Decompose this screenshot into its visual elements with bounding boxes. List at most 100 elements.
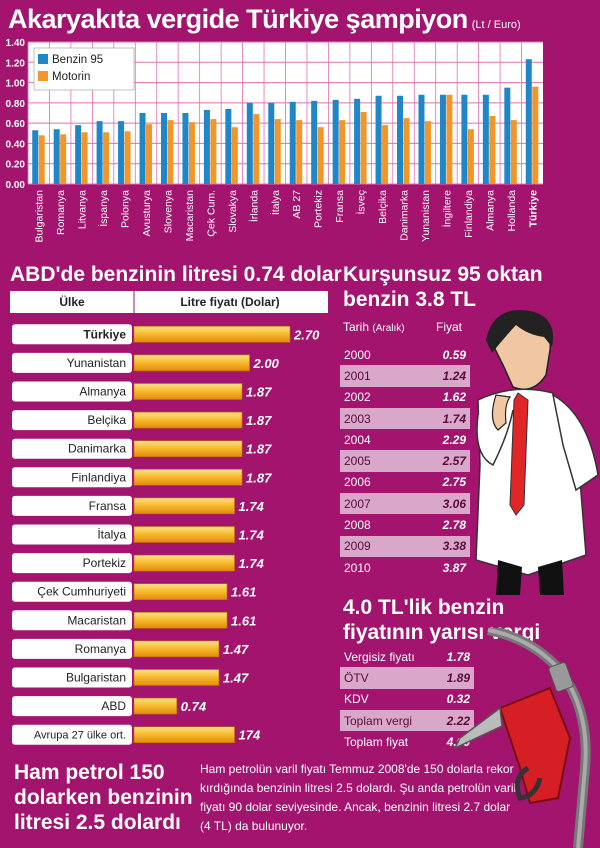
table-row: 2000 0.59: [340, 344, 470, 365]
x-tick-label: İsveç: [355, 190, 368, 215]
price-value-label: 1.74: [239, 528, 265, 543]
legend-swatch: [38, 71, 48, 81]
price-bar: [133, 440, 243, 458]
thinking-man-icon: [475, 310, 599, 595]
x-tick-label: Litvanya: [77, 190, 89, 229]
price-table-header-bg: [10, 291, 328, 313]
price-bar: [133, 611, 228, 629]
x-tick-label: İrlanda: [247, 190, 260, 222]
bar-motorin: [532, 86, 539, 184]
x-tick-label: Romanya: [55, 190, 67, 235]
bar-motorin: [103, 132, 110, 184]
usa-header: ABD'de benzinin litresi 0.74 dolar: [10, 263, 342, 286]
row-value: 1.78: [446, 649, 470, 664]
row-label: 2003: [340, 407, 409, 430]
row-label: Vergisiz fiyatı: [344, 649, 415, 664]
bar-motorin: [60, 134, 67, 184]
bar-benzin: [182, 113, 189, 184]
table-row: 2002 1.62: [340, 387, 470, 408]
tax-header-line1: 4.0 TL'lik benzin: [343, 596, 505, 619]
row-label: 2007: [340, 493, 409, 515]
row-value: 2.29: [442, 432, 466, 447]
price-bar: [133, 383, 243, 400]
y-tick-label: 0.60: [6, 119, 26, 130]
y-tick-label: 0.80: [6, 99, 26, 110]
x-tick-label: Portekiz: [313, 190, 325, 228]
x-tick-label: Almanya: [484, 190, 496, 231]
bar-motorin: [231, 127, 238, 184]
country-label: Danimarka: [68, 442, 126, 456]
country-label-bg: [12, 381, 132, 402]
col-tarih: Tarih: [343, 320, 370, 334]
row-value: 0.32: [446, 692, 470, 707]
price-value-label: 174: [239, 728, 261, 743]
bar-motorin: [403, 118, 410, 184]
x-tick-label: Danimarka: [399, 190, 411, 241]
bar-motorin: [167, 120, 174, 184]
table-row: 2010 3.87: [340, 557, 470, 578]
price-value-label: 1.87: [246, 385, 272, 400]
price-bar: [133, 497, 235, 515]
price-bar: [133, 526, 235, 543]
x-tick-label: İngiltere: [440, 190, 453, 228]
bar-motorin: [146, 124, 153, 184]
legend-swatch: [38, 54, 48, 64]
country-label-bg: [12, 638, 132, 659]
x-tick-label: Türkiye: [527, 190, 539, 228]
y-tick-label: 0.00: [6, 180, 26, 191]
row-label: 2009: [340, 535, 409, 557]
bottom-headline: Ham petrol 150 dolarken benzinin litresi 2…: [14, 761, 193, 834]
bar-benzin: [268, 102, 275, 184]
tax-header-line2: fiyatının yarısı vergi: [343, 621, 541, 644]
table-row: KDV 0.32: [340, 689, 474, 710]
table-row: 2006 2.75: [340, 472, 470, 493]
country-label: Avrupa 27 ülke ort.: [34, 730, 126, 742]
bar-benzin: [139, 113, 146, 184]
bar-benzin: [118, 121, 125, 184]
bar-motorin: [210, 119, 217, 184]
row-label: 2004: [344, 432, 371, 447]
y-tick-label: 1.40: [6, 38, 26, 49]
x-tick-label: Avusturya: [141, 190, 153, 237]
bar-benzin: [225, 108, 232, 184]
row-label: Toplam vergi: [340, 709, 436, 732]
bar-motorin: [510, 120, 517, 184]
country-label: Macaristan: [67, 613, 126, 627]
bar-benzin: [332, 99, 339, 184]
country-label: Almanya: [79, 385, 126, 399]
row-value: 1.62: [442, 390, 466, 405]
fuel-nozzle-icon: [453, 628, 591, 848]
table-row: 2001 1.24: [340, 365, 470, 387]
bar-benzin: [439, 94, 446, 184]
bar-motorin: [424, 121, 431, 184]
row-value: 0.59: [442, 347, 466, 362]
bar-motorin: [296, 120, 303, 184]
price-bar: [133, 354, 250, 372]
y-tick-label: 1.00: [6, 79, 26, 90]
price-value-label: 1.47: [223, 642, 249, 657]
price-value-label: 1.47: [223, 671, 249, 686]
bar-benzin: [375, 95, 382, 184]
price-value-label: 1.74: [239, 556, 265, 571]
x-tick-label: Yunanistan: [420, 190, 432, 242]
x-tick-label: Çek Cum.: [205, 190, 217, 237]
tl-price-table: 2000 0.59 2001 1.24 2002 1.62 2003 1.74 2004 2.29…: [340, 344, 470, 578]
country-label-bg: [12, 410, 132, 431]
bar-motorin: [81, 132, 88, 184]
col-country: Ülke: [59, 294, 85, 309]
country-label: Finlandiya: [71, 470, 126, 484]
country-label: Çek Cumhuriyeti: [37, 585, 126, 599]
bar-benzin: [203, 109, 210, 184]
row-label: 2000: [344, 347, 371, 362]
tax-breakdown-table: Vergisiz fiyatı 1.78 ÖTV 1.89 KDV 0.32 Toplam …: [340, 646, 474, 752]
row-label: 2006: [344, 475, 371, 490]
x-tick-label: Fransa: [334, 190, 346, 223]
row-label: 2005: [340, 450, 409, 472]
country-label-bg: [12, 324, 132, 345]
bar-benzin: [160, 113, 167, 184]
row-label: 2010: [344, 560, 371, 575]
bar-benzin: [32, 130, 39, 184]
row-value: 2.57: [408, 450, 470, 472]
bar-motorin: [467, 129, 474, 184]
row-label: 2008: [344, 518, 371, 533]
